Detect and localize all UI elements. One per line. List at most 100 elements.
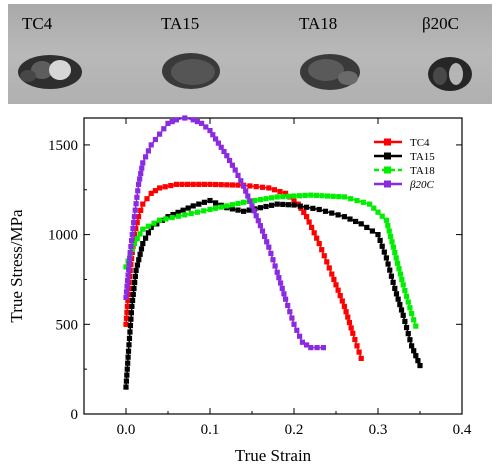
data-point (333, 282, 339, 288)
data-point (304, 204, 310, 210)
data-point (126, 335, 133, 341)
data-point (415, 358, 421, 364)
data-point (329, 210, 335, 216)
data-point (402, 318, 408, 325)
data-point (163, 216, 169, 222)
data-point (129, 297, 136, 303)
data-point (383, 255, 389, 261)
data-point (297, 333, 303, 339)
data-point (224, 153, 230, 159)
x-tick-label: 0.1 (201, 422, 220, 438)
data-point (397, 271, 403, 277)
data-point (308, 345, 314, 351)
specimen-ta18 (300, 54, 360, 90)
data-point (235, 172, 241, 179)
data-point (413, 323, 419, 329)
data-point (392, 285, 398, 292)
data-point (213, 181, 219, 188)
series-2 (123, 192, 419, 329)
data-point (385, 261, 391, 267)
data-point (397, 301, 403, 308)
data-point (314, 345, 320, 351)
data-point (387, 267, 393, 273)
data-point (247, 198, 253, 204)
data-point (346, 319, 353, 326)
data-point (140, 226, 146, 232)
data-point (297, 203, 303, 209)
data-point (354, 343, 360, 349)
data-point (124, 372, 130, 378)
data-point (238, 178, 244, 184)
data-point (162, 184, 168, 190)
data-point (210, 132, 216, 138)
data-point (123, 289, 130, 295)
data-point (335, 212, 341, 218)
data-point (145, 148, 151, 154)
data-point (304, 342, 310, 348)
data-point (175, 213, 182, 219)
data-point (246, 207, 252, 213)
data-point (324, 259, 330, 265)
data-point (129, 232, 135, 238)
data-point (352, 336, 358, 343)
data-point (395, 296, 401, 302)
data-point (400, 312, 406, 318)
series-line (125, 199, 421, 388)
data-point (125, 258, 131, 264)
data-point (331, 276, 337, 283)
data-point (263, 203, 269, 210)
data-point (127, 329, 133, 335)
data-point (367, 201, 373, 207)
data-point (185, 181, 191, 187)
data-point (143, 154, 149, 160)
data-point (134, 262, 141, 268)
data-point (304, 214, 310, 220)
data-point (136, 257, 142, 263)
data-point (125, 360, 131, 366)
data-point (364, 224, 370, 231)
data-point (266, 185, 272, 191)
data-point (369, 228, 375, 234)
data-point (131, 285, 137, 292)
data-point (126, 342, 132, 348)
data-point (326, 265, 332, 271)
data-point (377, 237, 383, 244)
data-point (148, 142, 154, 148)
data-point (257, 197, 263, 203)
legend-marker (384, 166, 391, 174)
data-point (207, 206, 213, 213)
data-point (201, 199, 207, 205)
data-point (124, 277, 131, 284)
data-point (136, 181, 142, 187)
data-point (203, 124, 209, 130)
specimen-b20c (428, 57, 472, 91)
specimen-images (18, 53, 472, 91)
chart-legend: TC4 TA15 TA18 β20C (374, 137, 435, 191)
data-point (251, 208, 257, 214)
data-point (137, 251, 143, 257)
data-point (126, 261, 132, 267)
data-point (213, 205, 219, 211)
data-point (124, 303, 130, 309)
data-point (144, 196, 150, 202)
data-point (134, 236, 140, 242)
data-point (319, 193, 325, 199)
x-tick-label: 0.0 (117, 422, 136, 438)
data-point (255, 218, 261, 224)
data-point (130, 291, 136, 298)
data-point (280, 194, 286, 200)
data-point (247, 183, 253, 189)
data-point (229, 182, 235, 188)
data-point (145, 230, 151, 236)
data-point (218, 204, 224, 210)
data-point (403, 293, 410, 299)
data-point (390, 244, 396, 250)
data-point (388, 233, 394, 239)
data-point (138, 246, 145, 252)
data-point (253, 184, 259, 190)
data-point (257, 223, 263, 229)
data-point (131, 220, 137, 226)
data-point (262, 233, 268, 239)
data-point (152, 188, 158, 194)
data-point (356, 349, 362, 355)
